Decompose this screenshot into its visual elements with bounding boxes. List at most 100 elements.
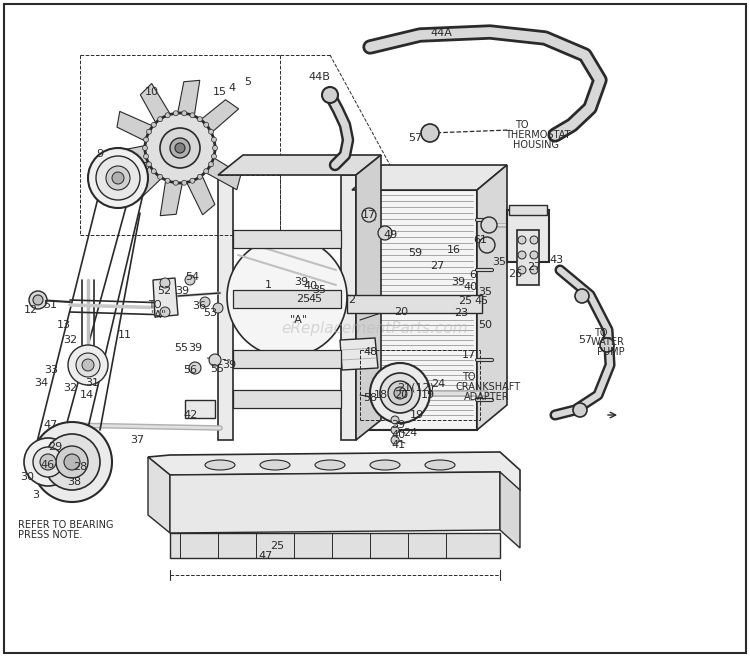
Circle shape [160,278,170,288]
Circle shape [200,297,210,307]
Polygon shape [188,100,238,141]
Text: 35: 35 [492,257,506,267]
Polygon shape [340,338,378,370]
Text: 18: 18 [374,390,388,400]
Circle shape [173,111,178,116]
Text: 26: 26 [508,269,522,279]
Text: 11: 11 [118,330,132,340]
Polygon shape [218,175,233,440]
Text: 51: 51 [43,300,57,310]
Polygon shape [341,175,356,440]
Circle shape [213,303,223,313]
Text: 20: 20 [394,307,408,317]
Ellipse shape [315,460,345,470]
Text: 57: 57 [578,335,592,345]
Circle shape [142,145,148,150]
Circle shape [530,236,538,244]
Text: 47: 47 [258,551,272,561]
Text: 3: 3 [32,490,39,500]
Circle shape [33,447,63,477]
Text: 32: 32 [63,335,77,345]
Text: CRANKSHAFT: CRANKSHAFT [456,382,521,392]
Polygon shape [170,472,500,533]
Circle shape [518,236,526,244]
Circle shape [197,174,202,179]
Circle shape [165,178,170,183]
Circle shape [68,345,108,385]
Circle shape [96,156,140,200]
Circle shape [82,359,94,371]
Circle shape [146,162,152,167]
Text: 43: 43 [549,255,563,265]
Polygon shape [182,160,214,215]
Text: TO: TO [462,372,476,382]
Polygon shape [125,158,174,200]
Circle shape [145,113,215,183]
Text: 19: 19 [410,410,424,420]
Circle shape [380,373,420,413]
Text: 17: 17 [362,210,376,220]
Text: 45: 45 [474,296,488,306]
Text: 30: 30 [20,472,34,482]
Circle shape [106,166,130,190]
Circle shape [394,387,406,399]
Text: 37: 37 [130,435,144,445]
Circle shape [391,416,399,424]
Circle shape [212,145,217,150]
Circle shape [32,422,112,502]
Text: 13: 13 [57,320,71,330]
Bar [233,390,341,408]
Circle shape [189,362,201,374]
Text: 12: 12 [24,305,38,315]
Text: 35: 35 [312,285,326,295]
Text: 39: 39 [188,343,202,353]
Circle shape [209,129,214,134]
Bar [507,210,549,262]
Circle shape [152,169,156,173]
Circle shape [388,381,412,405]
Text: 4: 4 [228,83,236,93]
Text: "A": "A" [150,310,166,320]
Circle shape [391,426,399,434]
Text: 27: 27 [430,261,444,271]
Text: 15: 15 [213,87,227,97]
Circle shape [29,291,47,309]
Circle shape [185,275,195,285]
Text: 5: 5 [244,77,251,87]
Circle shape [33,295,43,305]
Text: 56: 56 [183,365,197,375]
Text: 33: 33 [44,365,58,375]
Text: 55: 55 [210,364,224,374]
Text: 42: 42 [183,410,197,420]
Circle shape [481,217,497,233]
Text: PRESS NOTE.: PRESS NOTE. [18,530,82,540]
Polygon shape [195,149,241,190]
Circle shape [182,111,187,116]
Circle shape [204,169,209,173]
Circle shape [158,117,163,122]
Text: 31: 31 [85,378,99,388]
Polygon shape [117,112,164,148]
Text: 29: 29 [48,442,62,452]
Circle shape [378,226,392,240]
Text: 47: 47 [43,420,57,430]
Text: 39: 39 [391,420,405,430]
Text: 39: 39 [175,286,189,296]
Circle shape [158,174,163,179]
Text: 25: 25 [296,294,310,304]
Bar [233,290,341,308]
Text: ADAPTER: ADAPTER [464,392,510,402]
Circle shape [160,128,200,168]
Text: 55: 55 [174,343,188,353]
Text: 39: 39 [451,277,465,287]
Circle shape [143,137,148,142]
Text: 61: 61 [473,235,487,245]
Bar [233,350,341,368]
Text: TO: TO [515,120,529,130]
Text: TO: TO [594,328,608,338]
Circle shape [170,138,190,158]
Polygon shape [148,452,520,490]
Text: 39: 39 [222,360,236,370]
Text: 28: 28 [73,462,87,472]
Circle shape [190,178,195,183]
